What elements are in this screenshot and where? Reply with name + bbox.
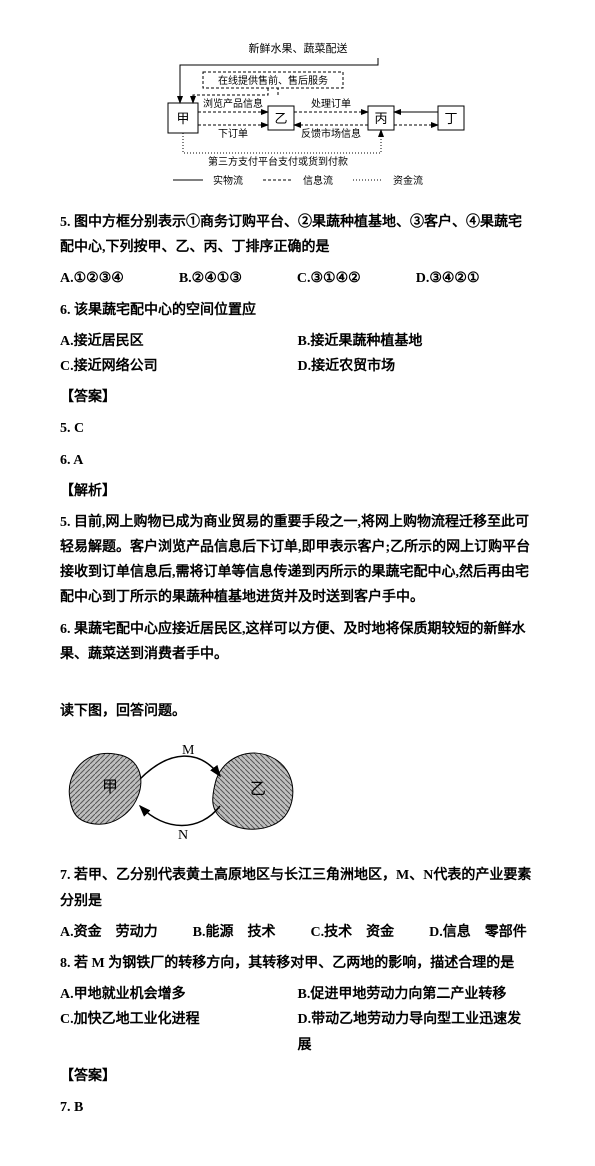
a7: 7. B: [60, 1095, 535, 1120]
q7-D: D.信息 零部件: [429, 920, 527, 945]
d1-top-label: 新鲜水果、蔬菜配送: [248, 41, 347, 55]
d1-box-b: 乙: [274, 111, 287, 126]
exp5: 5. 目前,网上购物已成为商业贸易的重要手段之一,将网上购物流程迁移至此可轻易解…: [60, 510, 535, 611]
d1-box-a: 甲: [176, 111, 189, 126]
q7-B: B.能源 技术: [193, 920, 276, 945]
q7-A: A.资金 劳动力: [60, 920, 158, 945]
region-diagram: 甲 乙 M N: [60, 734, 535, 853]
q8-B: B.促进甲地劳动力向第二产业转移: [298, 982, 536, 1007]
q7-C: C.技术 资金: [310, 920, 394, 945]
d1-leg2: 信息流: [303, 174, 333, 187]
q7-options: A.资金 劳动力 B.能源 技术 C.技术 资金 D.信息 零部件: [60, 920, 535, 945]
d1-pay: 第三方支付平台支付或货到付款: [208, 155, 348, 168]
d1-order: 下订单: [218, 128, 248, 140]
explain-header: 【解析】: [60, 479, 535, 504]
exp6: 6. 果蔬宅配中心应接近居民区,这样可以方便、及时地将保质期较短的新鲜水果、蔬菜…: [60, 617, 535, 667]
region-svg: 甲 乙 M N: [60, 734, 300, 844]
q8-row1: A.甲地就业机会增多 B.促进甲地劳动力向第二产业转移: [60, 982, 535, 1007]
q6-row1: A.接近居民区 B.接近果蔬种植基地: [60, 329, 535, 354]
q6-A: A.接近居民区: [60, 329, 298, 354]
d1-feedback: 反馈市场信息: [301, 127, 361, 140]
q8-C: C.加快乙地工业化进程: [60, 1007, 298, 1057]
q6-C: C.接近网络公司: [60, 354, 298, 379]
q8-stem: 8. 若 M 为钢铁厂的转移方向，其转移对甲、乙两地的影响，描述合理的是: [60, 951, 535, 976]
q7-stem: 7. 若甲、乙分别代表黄土高原地区与长江三角洲地区，M、N代表的产业要素分别是: [60, 863, 535, 913]
q5-D: D.③④②①: [416, 266, 480, 291]
q8-A: A.甲地就业机会增多: [60, 982, 298, 1007]
q5-C: C.③①④②: [297, 266, 361, 291]
read-prompt-2: 读下图，回答问题。: [60, 699, 535, 724]
d1-browse: 浏览产品信息: [203, 97, 263, 110]
d2-M: M: [182, 743, 195, 758]
d1-box-c: 丙: [374, 111, 387, 126]
d2-right: 乙: [250, 781, 266, 798]
q6-row2: C.接近网络公司 D.接近农贸市场: [60, 354, 535, 379]
q8-D: D.带动乙地劳动力导向型工业迅速发展: [298, 1007, 536, 1057]
d1-leg3: 资金流: [393, 174, 423, 187]
d1-leg1: 实物流: [213, 174, 243, 187]
a5: 5. C: [60, 416, 535, 441]
flow-svg: 新鲜水果、蔬菜配送 在线提供售前、售后服务 甲 乙 丙 丁 浏览产品信息 下订单…: [118, 40, 478, 195]
answer-header: 【答案】: [60, 385, 535, 410]
d2-left: 甲: [102, 779, 118, 796]
q6-B: B.接近果蔬种植基地: [298, 329, 536, 354]
answer-header-2: 【答案】: [60, 1064, 535, 1089]
q6-D: D.接近农贸市场: [298, 354, 536, 379]
q5-stem: 5. 图中方框分别表示①商务订购平台、②果蔬种植基地、③客户、④果蔬宅配中心,下…: [60, 210, 535, 260]
a6: 6. A: [60, 448, 535, 473]
q6-stem: 6. 该果蔬宅配中心的空间位置应: [60, 298, 535, 323]
d1-online: 在线提供售前、售后服务: [218, 74, 328, 87]
q5-options: A.①②③④ B.②④①③ C.③①④② D.③④②①: [60, 266, 535, 291]
d1-box-d: 丁: [444, 111, 457, 126]
q8-row2: C.加快乙地工业化进程 D.带动乙地劳动力导向型工业迅速发展: [60, 1007, 535, 1057]
flow-diagram: 新鲜水果、蔬菜配送 在线提供售前、售后服务 甲 乙 丙 丁 浏览产品信息 下订单…: [118, 40, 478, 195]
d1-process: 处理订单: [311, 98, 351, 110]
q5-A: A.①②③④: [60, 266, 124, 291]
d2-N: N: [178, 828, 188, 843]
q5-B: B.②④①③: [179, 266, 242, 291]
